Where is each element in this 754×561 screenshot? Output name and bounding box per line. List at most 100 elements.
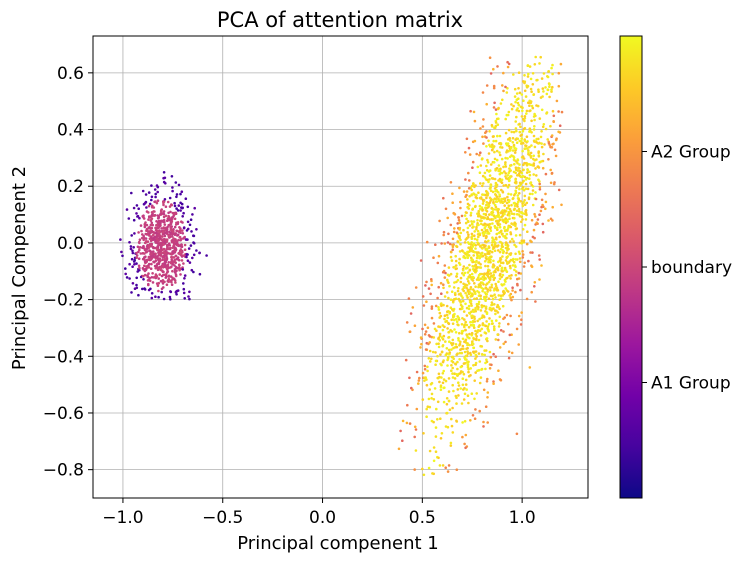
scatter-point bbox=[525, 112, 528, 115]
scatter-point bbox=[467, 254, 471, 257]
scatter-point bbox=[502, 342, 506, 346]
scatter-point bbox=[535, 104, 538, 107]
scatter-point bbox=[466, 352, 470, 355]
scatter-point bbox=[464, 211, 468, 214]
scatter-point bbox=[474, 308, 477, 311]
scatter-point bbox=[481, 174, 485, 178]
scatter-point bbox=[502, 330, 505, 333]
scatter-point bbox=[493, 126, 497, 130]
scatter-point bbox=[494, 296, 497, 299]
scatter-point bbox=[422, 304, 426, 307]
scatter-point bbox=[155, 231, 158, 235]
scatter-point bbox=[524, 218, 528, 221]
scatter-point bbox=[465, 137, 469, 141]
scatter-point bbox=[404, 358, 408, 362]
scatter-point bbox=[434, 304, 438, 308]
scatter-point bbox=[439, 281, 443, 285]
scatter-point bbox=[494, 282, 498, 286]
scatter-point bbox=[186, 238, 189, 241]
scatter-point bbox=[179, 273, 182, 276]
scatter-point bbox=[469, 367, 473, 370]
scatter-point bbox=[179, 192, 182, 196]
scatter-point bbox=[441, 464, 445, 467]
scatter-point bbox=[491, 297, 495, 301]
scatter-point bbox=[540, 264, 543, 267]
scatter-point bbox=[509, 146, 513, 150]
scatter-point bbox=[478, 215, 482, 218]
scatter-point bbox=[492, 214, 496, 217]
scatter-point bbox=[489, 189, 493, 192]
scatter-point bbox=[440, 242, 443, 245]
scatter-point bbox=[470, 314, 474, 318]
scatter-point bbox=[450, 250, 453, 254]
scatter-point bbox=[485, 287, 488, 290]
scatter-point bbox=[450, 417, 453, 421]
scatter-point bbox=[447, 335, 451, 339]
scatter-point bbox=[543, 143, 546, 146]
scatter-point bbox=[523, 223, 527, 227]
scatter-point bbox=[458, 226, 462, 230]
scatter-point bbox=[440, 376, 443, 379]
scatter-point bbox=[446, 310, 449, 314]
scatter-point bbox=[424, 284, 427, 287]
scatter-point bbox=[489, 260, 492, 264]
scatter-point bbox=[521, 155, 525, 158]
scatter-point bbox=[500, 181, 504, 184]
scatter-point bbox=[508, 274, 511, 278]
scatter-point bbox=[150, 198, 153, 202]
scatter-point bbox=[165, 255, 168, 258]
scatter-point bbox=[457, 216, 460, 219]
scatter-point bbox=[526, 187, 530, 191]
scatter-point bbox=[483, 176, 487, 179]
scatter-point bbox=[551, 72, 554, 76]
y-axis-ticks: 0.60.40.20.0−0.2−0.4−0.6−0.8 bbox=[43, 64, 93, 481]
scatter-point bbox=[495, 149, 499, 153]
scatter-point bbox=[508, 217, 511, 220]
scatter-point bbox=[162, 286, 165, 289]
scatter-point bbox=[443, 314, 447, 318]
scatter-point bbox=[466, 394, 470, 398]
scatter-point bbox=[158, 236, 161, 240]
scatter-point bbox=[491, 241, 494, 244]
scatter-point bbox=[485, 191, 489, 195]
scatter-point bbox=[159, 212, 163, 215]
scatter-point bbox=[459, 280, 463, 284]
scatter-point bbox=[454, 259, 458, 263]
scatter-point bbox=[490, 123, 494, 127]
scatter-point bbox=[491, 239, 495, 242]
scatter-point bbox=[472, 250, 475, 253]
scatter-point bbox=[140, 236, 144, 240]
scatter-point bbox=[486, 396, 489, 399]
scatter-point bbox=[509, 240, 512, 243]
scatter-point bbox=[538, 117, 542, 120]
scatter-point bbox=[186, 253, 189, 256]
scatter-point bbox=[455, 345, 459, 349]
scatter-point bbox=[512, 73, 515, 76]
scatter-point bbox=[445, 304, 449, 308]
scatter-point bbox=[468, 332, 471, 336]
scatter-point bbox=[170, 280, 173, 284]
scatter-point bbox=[487, 152, 491, 155]
scatter-point bbox=[540, 77, 544, 80]
scatter-point bbox=[509, 193, 513, 196]
scatter-point bbox=[484, 349, 488, 352]
scatter-point bbox=[470, 278, 474, 281]
scatter-point bbox=[520, 137, 523, 140]
scatter-point bbox=[475, 152, 479, 156]
scatter-point bbox=[546, 138, 549, 141]
scatter-point bbox=[496, 134, 499, 138]
scatter-point bbox=[476, 229, 480, 233]
scatter-point bbox=[539, 209, 543, 213]
scatter-point bbox=[461, 337, 465, 341]
scatter-point bbox=[468, 269, 472, 272]
scatter-point bbox=[165, 219, 169, 223]
scatter-point bbox=[177, 243, 180, 247]
scatter-point bbox=[182, 287, 186, 291]
scatter-point bbox=[482, 243, 486, 247]
scatter-point bbox=[462, 265, 466, 268]
scatter-point bbox=[497, 106, 500, 110]
scatter-point bbox=[493, 187, 497, 190]
scatter-point bbox=[513, 268, 516, 272]
scatter-point bbox=[500, 269, 504, 273]
scatter-point bbox=[524, 178, 528, 181]
